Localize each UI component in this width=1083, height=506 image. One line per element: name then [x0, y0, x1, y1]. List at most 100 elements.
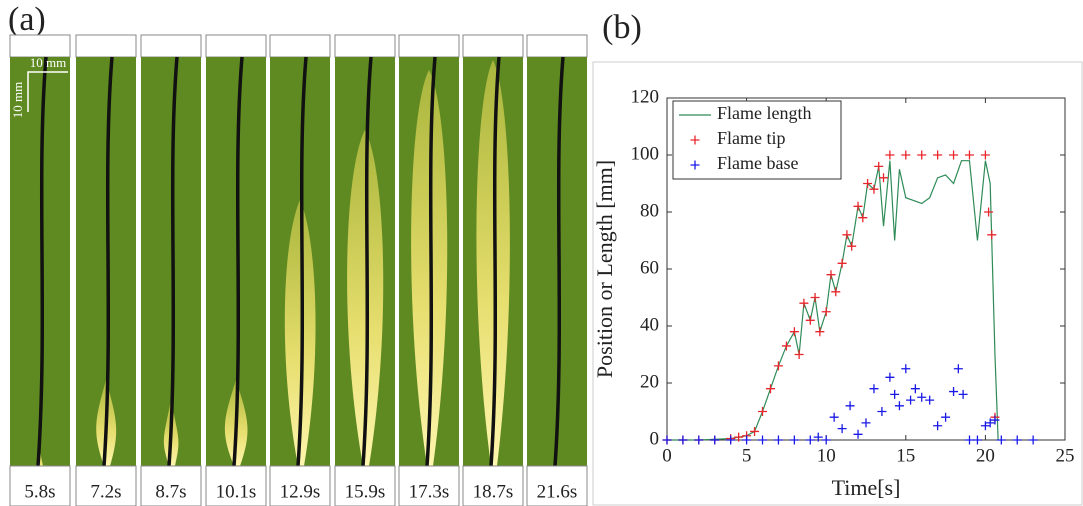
- series-marker: [863, 179, 873, 188]
- flame: [284, 200, 316, 466]
- flame: [347, 130, 384, 466]
- series-marker: [910, 384, 920, 394]
- series-marker: [869, 384, 879, 394]
- series-marker: [964, 435, 974, 445]
- y-tick-label: 120: [631, 86, 660, 107]
- series-marker: [831, 287, 841, 297]
- series-marker: [917, 392, 927, 402]
- fiber: [296, 56, 308, 467]
- series-marker: [985, 418, 995, 428]
- series-marker: [933, 150, 943, 160]
- series-marker: [906, 395, 916, 405]
- series-marker: [885, 150, 895, 160]
- series-marker: [773, 435, 783, 445]
- series-line: [667, 160, 999, 441]
- series-marker: [837, 258, 847, 268]
- frame-bottom: [75, 465, 137, 506]
- series-marker: [987, 230, 997, 240]
- series-marker: [789, 327, 799, 337]
- panel-b: (b) 0 5 10 15 20 25 0 20 40 60 80 100 120 Time[s] Posi…: [592, 9, 1083, 506]
- series-marker: [815, 327, 825, 337]
- series-marker: [734, 432, 744, 442]
- series-marker: [953, 364, 963, 374]
- frame-bottom: [526, 465, 588, 506]
- series-marker: [949, 150, 959, 160]
- fiber: [553, 56, 565, 467]
- series-marker: [758, 435, 768, 445]
- series-marker: [879, 173, 889, 183]
- series-marker: [799, 298, 809, 308]
- frame-top: [9, 34, 71, 58]
- x-tick-label: 25: [1056, 445, 1075, 466]
- y-tick-label: 0: [650, 428, 660, 449]
- x-tick-label: 10: [817, 445, 836, 466]
- frame-time: 21.6s: [537, 481, 578, 502]
- series-marker: [781, 341, 791, 351]
- frame-top: [398, 34, 460, 58]
- frame-time: 10.1s: [216, 481, 257, 502]
- frame-time: 7.2s: [90, 481, 121, 502]
- frame-top: [462, 34, 524, 58]
- series-marker: [933, 421, 943, 431]
- x-tick-label: 20: [976, 445, 995, 466]
- series-marker: [874, 161, 884, 171]
- series-marker: [678, 435, 688, 445]
- series-marker: [710, 435, 720, 445]
- frame-time: 15.9s: [345, 481, 386, 502]
- series-marker: [853, 429, 863, 439]
- legend-swatch: [690, 160, 700, 170]
- series-marker: [894, 401, 904, 411]
- series-marker: [813, 432, 823, 442]
- x-tick-label: 0: [662, 445, 672, 466]
- series-marker: [869, 184, 879, 194]
- panel-label: (a): [8, 1, 46, 38]
- frame-bottom: [398, 465, 460, 506]
- series-marker: [1028, 435, 1038, 445]
- flame: [476, 60, 510, 466]
- panel-label: (b): [602, 9, 642, 46]
- scale-label: 10 mm: [30, 55, 66, 70]
- series-marker: [925, 395, 935, 405]
- series-marker: [750, 426, 760, 436]
- series-marker: [984, 207, 994, 217]
- frame-top: [334, 34, 396, 58]
- series-marker: [821, 435, 831, 445]
- series-marker: [789, 435, 799, 445]
- series-marker: [837, 424, 847, 434]
- frame-time: 18.7s: [473, 481, 514, 502]
- series-marker: [1012, 435, 1022, 445]
- legend-label: Flame tip: [717, 128, 786, 148]
- frame-bottom: [205, 465, 267, 506]
- x-tick-label: 15: [896, 445, 915, 466]
- series-marker: [845, 401, 855, 411]
- frame-top: [140, 34, 202, 58]
- series-marker: [694, 435, 704, 445]
- series-marker: [794, 350, 804, 359]
- y-tick-label: 80: [640, 200, 659, 221]
- series-marker: [861, 418, 871, 428]
- series-marker: [829, 412, 839, 422]
- series-marker: [805, 435, 815, 445]
- frame-bottom: [462, 465, 524, 506]
- x-axis-label: Time[s]: [832, 475, 901, 500]
- series-marker: [980, 150, 990, 160]
- series-marker: [853, 201, 863, 211]
- frame-top: [205, 34, 267, 58]
- legend-swatch: [690, 135, 700, 145]
- y-tick-label: 60: [640, 257, 659, 278]
- y-axis-label: Position or Length [mm]: [592, 160, 617, 378]
- fiber: [167, 56, 179, 467]
- series-marker: [842, 230, 852, 240]
- fiber: [102, 56, 114, 467]
- y-tick-label: 40: [640, 314, 659, 335]
- series-marker: [826, 270, 836, 280]
- series-marker: [917, 150, 927, 160]
- series-marker: [742, 435, 752, 445]
- series-marker: [990, 415, 1000, 425]
- panel-a: (a) 5.8s 7.2s 8.7s 10.1s 12.9s 15.9s 17.3s 18.7…: [8, 1, 588, 506]
- frame-top: [75, 34, 137, 58]
- series-marker: [662, 435, 672, 445]
- series-marker: [858, 213, 868, 223]
- frame-time: 17.3s: [409, 481, 450, 502]
